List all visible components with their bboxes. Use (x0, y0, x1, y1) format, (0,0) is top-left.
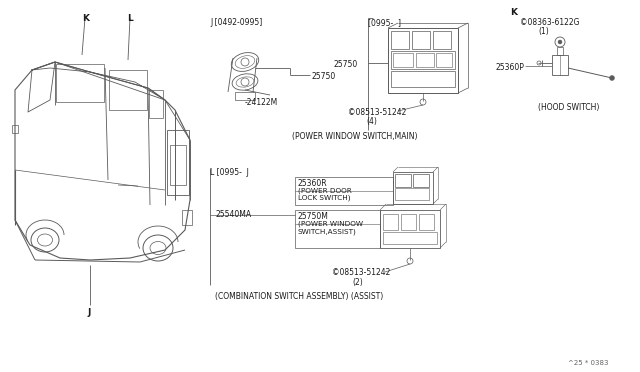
Bar (552, 55, 568, 75)
Bar (433, 31, 451, 49)
Bar (395, 188, 429, 200)
Circle shape (609, 76, 614, 80)
Bar (149, 90, 163, 118)
Bar (395, 174, 411, 187)
Text: LOCK SWITCH): LOCK SWITCH) (298, 194, 351, 201)
Text: (POWER WINDOW SWITCH,MAIN): (POWER WINDOW SWITCH,MAIN) (292, 132, 417, 141)
Bar (295, 210, 380, 248)
Bar (391, 71, 455, 87)
Bar (12, 125, 18, 133)
Bar (391, 31, 409, 49)
Text: 25750: 25750 (333, 60, 357, 69)
Bar (182, 210, 192, 225)
Text: ©08363-6122G: ©08363-6122G (520, 18, 579, 27)
Bar (413, 174, 429, 187)
Text: K: K (82, 14, 89, 23)
Text: J [0492-0995]: J [0492-0995] (210, 18, 262, 27)
Circle shape (558, 40, 562, 44)
Bar (419, 214, 434, 230)
Bar (391, 51, 455, 69)
Bar (393, 53, 413, 67)
Text: (HOOD SWITCH): (HOOD SWITCH) (538, 103, 600, 112)
Bar (416, 53, 434, 67)
Text: SWITCH,ASSIST): SWITCH,ASSIST) (298, 228, 356, 234)
Bar (235, 92, 255, 100)
Text: (POWER DOOR: (POWER DOOR (298, 187, 352, 193)
Text: ©08513-51242: ©08513-51242 (348, 108, 406, 117)
Bar (56, 64, 104, 102)
Text: 25360P: 25360P (495, 63, 524, 72)
Bar (380, 210, 440, 248)
Text: (4): (4) (366, 117, 377, 126)
Bar (170, 145, 186, 185)
Bar (295, 177, 393, 205)
Bar (167, 130, 189, 195)
Text: 25360R: 25360R (298, 179, 328, 188)
Text: L: L (127, 14, 132, 23)
Text: 25750M: 25750M (298, 212, 329, 221)
Text: K: K (510, 8, 517, 17)
Bar (383, 232, 437, 244)
Text: L [0995-  J: L [0995- J (210, 168, 249, 177)
Text: 25750: 25750 (312, 72, 336, 81)
Text: ^25 * 0383: ^25 * 0383 (568, 360, 609, 366)
Bar (388, 28, 458, 93)
Text: (1): (1) (538, 27, 548, 36)
Bar (109, 70, 147, 110)
Text: ©08513-51242: ©08513-51242 (332, 268, 390, 277)
Text: 25540MA: 25540MA (215, 210, 251, 219)
Bar (436, 53, 452, 67)
Text: (POWER WINDOW: (POWER WINDOW (298, 220, 363, 227)
Text: (2): (2) (352, 278, 363, 287)
Text: [0995-  ]: [0995- ] (368, 18, 401, 27)
Text: (COMBINATION SWITCH ASSEMBLY) (ASSIST): (COMBINATION SWITCH ASSEMBLY) (ASSIST) (215, 292, 383, 301)
Bar (557, 47, 563, 55)
Text: -24122M: -24122M (245, 98, 278, 107)
Bar (393, 172, 433, 204)
Text: J: J (87, 308, 90, 317)
Bar (383, 214, 398, 230)
Bar (401, 214, 416, 230)
Bar (412, 31, 430, 49)
